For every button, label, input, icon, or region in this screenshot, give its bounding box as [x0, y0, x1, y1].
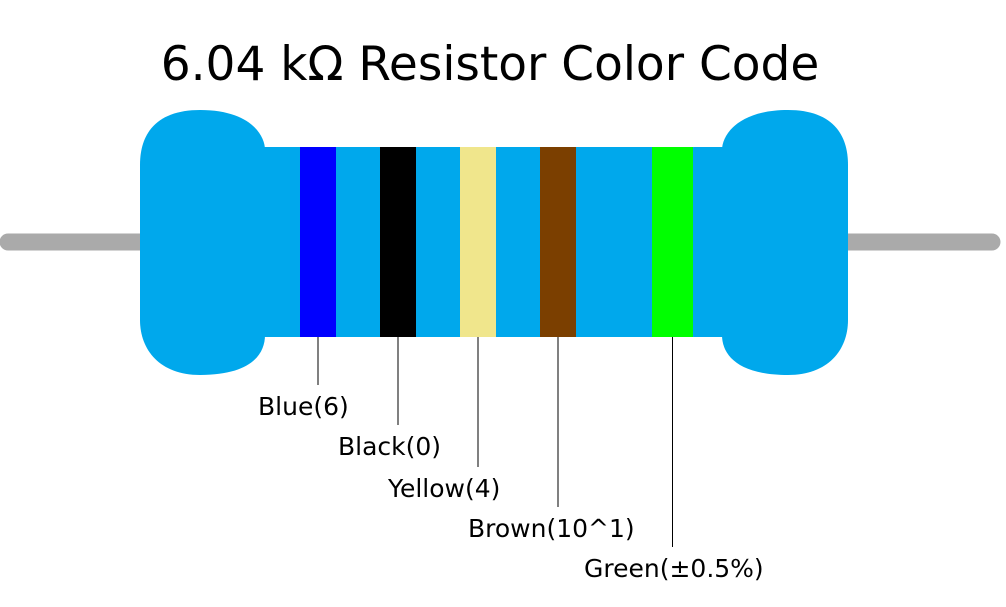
band-label: Green(±0.5%) [584, 554, 764, 583]
band-label: Brown(10^1) [468, 514, 635, 543]
band-label: Black(0) [338, 432, 441, 461]
color-band [380, 147, 416, 337]
color-band [540, 147, 576, 337]
end-cap-right [722, 110, 848, 375]
band-label: Blue(6) [258, 392, 349, 421]
color-band [652, 147, 693, 337]
color-band [460, 147, 496, 337]
end-cap-left [140, 110, 265, 375]
color-band [300, 147, 336, 337]
band-label: Yellow(4) [387, 474, 500, 503]
title: 6.04 kΩ Resistor Color Code [161, 37, 820, 92]
